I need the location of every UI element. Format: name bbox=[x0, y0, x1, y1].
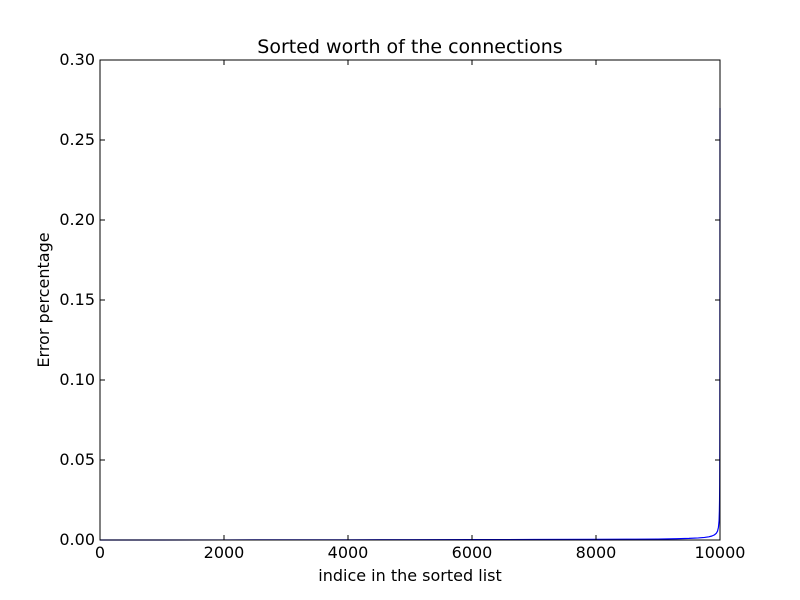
chart-title: Sorted worth of the connections bbox=[257, 36, 562, 58]
y-axis-label: Error percentage bbox=[34, 232, 53, 367]
y-tick-label: 0.15 bbox=[59, 290, 95, 309]
y-tick-label: 0.10 bbox=[59, 370, 95, 389]
x-tick-label: 6000 bbox=[452, 543, 493, 562]
plot-frame bbox=[99, 59, 721, 541]
plot-area bbox=[99, 107, 721, 541]
x-tick-label: 4000 bbox=[328, 543, 369, 562]
y-tick-label: 0.25 bbox=[59, 130, 95, 149]
x-tick-label: 0 bbox=[95, 543, 105, 562]
axis-ticks: 0 2000 4000 6000 8000 10000 0.00 0.05 0.10 0.15 0.… bbox=[59, 50, 745, 562]
y-tick-label: 0.00 bbox=[59, 530, 95, 549]
y-tick-label: 0.05 bbox=[59, 450, 95, 469]
x-axis-label: indice in the sorted list bbox=[318, 566, 502, 585]
x-tick-label: 2000 bbox=[204, 543, 245, 562]
x-tick-label: 10000 bbox=[695, 543, 746, 562]
x-tick-label: 8000 bbox=[576, 543, 617, 562]
y-tick-label: 0.30 bbox=[59, 50, 95, 69]
series-line bbox=[99, 107, 721, 541]
y-tick-label: 0.20 bbox=[59, 210, 95, 229]
